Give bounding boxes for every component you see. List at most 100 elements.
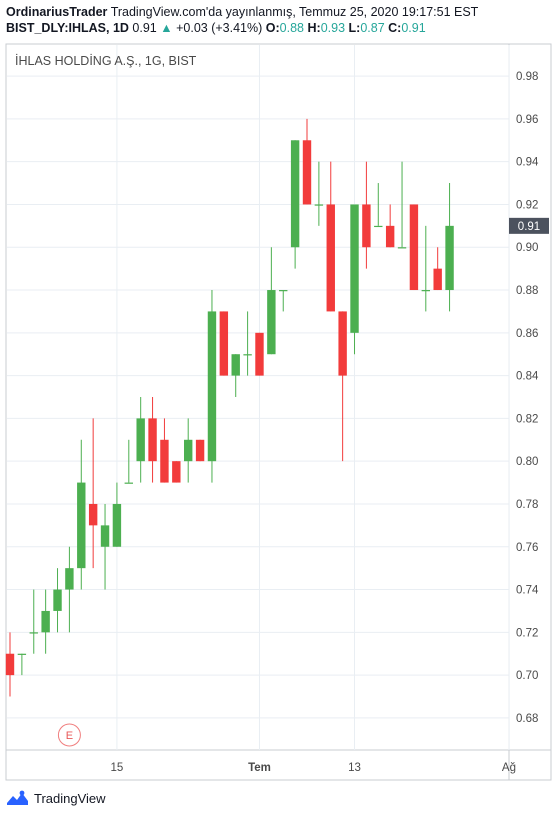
low-value: 0.87 (360, 21, 385, 35)
candle (314, 161, 324, 226)
change-value: +0.03 (+3.41%) (176, 21, 263, 35)
candle (350, 204, 359, 355)
candle (65, 546, 74, 633)
footer-branding[interactable]: TradingView (6, 789, 106, 807)
candle-body (5, 653, 15, 676)
candle-body (184, 439, 193, 462)
candle (219, 311, 229, 376)
time-tick-label: Ağ (502, 762, 516, 774)
price-tick-label: 0.80 (516, 456, 538, 468)
candle-body (409, 204, 419, 291)
candle-body (77, 482, 86, 569)
candle-body (445, 225, 454, 291)
candle-body (397, 247, 407, 249)
last-price-tag-label: 0.91 (518, 221, 540, 233)
candle-body (338, 311, 347, 376)
candle-body (302, 140, 312, 205)
candle (279, 290, 288, 312)
candle (290, 140, 300, 269)
open-value: 0.88 (279, 21, 304, 35)
candle (160, 418, 169, 483)
candle (172, 461, 181, 483)
chart-header-publish-line: OrdinariusTrader TradingView.com'da yayı… (6, 5, 478, 19)
candle-body (207, 311, 217, 462)
candle (338, 311, 347, 462)
time-tick-label: 13 (348, 762, 361, 774)
low-label: L: (348, 21, 361, 35)
price-tick-label: 0.92 (516, 199, 538, 211)
price-tick-label: 0.94 (516, 157, 539, 169)
price-tick-label: 0.90 (516, 242, 538, 254)
candle (136, 397, 145, 483)
candle-body (29, 632, 38, 634)
candle-body (231, 354, 240, 376)
candle (326, 161, 335, 312)
price-tick-label: 0.88 (516, 285, 538, 297)
publish-info: TradingView.com'da yayınlanmış, Temmuz 2… (110, 5, 479, 19)
last-price-tag: 0.91 (509, 217, 549, 234)
candles (5, 118, 454, 697)
candle (397, 161, 407, 249)
candle-body (314, 204, 324, 206)
candle-body (433, 268, 442, 291)
candle (302, 118, 312, 205)
close-label: C: (388, 21, 402, 35)
candle (124, 439, 133, 484)
candle-body (350, 204, 359, 333)
footer-brand-text: TradingView (34, 790, 106, 806)
earnings-event-circle[interactable] (57, 723, 81, 747)
candle (374, 183, 383, 228)
candle (17, 653, 27, 676)
price-tick-label: 0.76 (516, 542, 538, 554)
high-label: H: (307, 21, 321, 35)
candle (77, 439, 86, 590)
candle-body (255, 332, 264, 376)
chart-frame (5, 43, 552, 781)
candle-body (385, 225, 395, 248)
price-tick-label: 0.86 (516, 328, 538, 340)
candle (88, 418, 98, 569)
price-tick-label: 0.78 (516, 499, 538, 511)
candle (148, 397, 157, 483)
candle (421, 225, 430, 312)
candle (445, 183, 454, 312)
candle-body (290, 140, 300, 248)
price-tick-label: 0.82 (516, 413, 538, 425)
candle-body (374, 225, 383, 228)
price-tick-label: 0.72 (516, 627, 538, 639)
candle-body (112, 503, 122, 547)
candle-body (148, 418, 157, 462)
time-axis[interactable]: 15 Tem 13 Ağ (111, 762, 516, 774)
price-tick-label: 0.74 (516, 585, 539, 597)
grid-lines (7, 45, 510, 750)
price-tick-label: 0.70 (516, 670, 538, 682)
price-tick-label: 0.98 (516, 71, 538, 83)
candle-body (219, 311, 229, 376)
open-label: O: (265, 21, 280, 35)
last-price-tag-bg (509, 217, 549, 234)
price-axis[interactable]: 0.68 0.70 0.72 0.74 0.76 0.78 0.80 0.82 0.84 0.86… (516, 71, 539, 725)
chart-header-ohlc-line: BIST_DLY:IHLAS, 1D 0.91 ▲ +0.03 (+3.41%)… (6, 21, 426, 35)
candle (267, 247, 276, 355)
author-name[interactable]: OrdinariusTrader (6, 5, 108, 19)
candle-body (279, 290, 288, 292)
candle (207, 290, 217, 483)
last-price: 0.91 (132, 21, 157, 35)
candle (29, 589, 38, 654)
candle-body (88, 503, 98, 526)
chart-title: İHLAS HOLDİNG A.Ş., 1G, BIST (15, 54, 197, 68)
tradingview-logo-icon (7, 790, 28, 805)
candle-body (17, 653, 27, 655)
candle-body (421, 290, 430, 292)
time-tick-label: Tem (248, 762, 271, 774)
candle-body (243, 354, 252, 356)
price-tick-label: 0.68 (516, 713, 538, 725)
candle-body (100, 525, 110, 547)
candle (184, 418, 193, 483)
candle (231, 354, 240, 397)
event-marker[interactable]: E (57, 723, 81, 747)
candle (362, 161, 371, 269)
candle (243, 311, 252, 376)
candle-body (172, 461, 181, 483)
